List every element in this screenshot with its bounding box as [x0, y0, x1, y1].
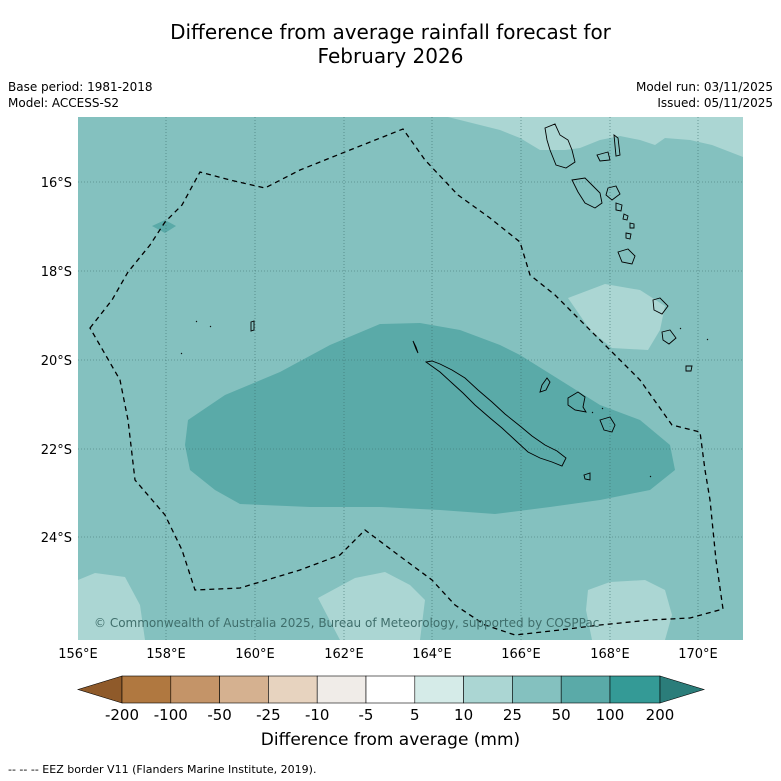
- eez-footnote: -- -- -- EEZ border V11 (Flanders Marine…: [8, 763, 317, 776]
- lat-label-22s: 22°S: [41, 443, 72, 458]
- land-outlines: [180, 123, 709, 481]
- island-chesterfield: [250, 320, 255, 332]
- latitude-labels: 16°S 18°S 20°S 22°S 24°S: [41, 176, 72, 546]
- map-area: © Commonwealth of Australia 2025, Bureau…: [78, 117, 743, 640]
- lat-label-16s: 16°S: [41, 176, 72, 191]
- model-run: Model run: 03/11/2025: [635, 80, 773, 94]
- island-shepherds: [622, 213, 629, 221]
- colorbar-bin-8: [463, 675, 513, 704]
- colorbar-bin-2: [170, 675, 220, 704]
- dark-region-central: [185, 323, 675, 514]
- title-line-1: Difference from average rainfall forecas…: [170, 20, 611, 44]
- colorbar-extend-low: [76, 675, 123, 704]
- island-matthew: [685, 365, 693, 372]
- colorbar-bin-11: [609, 675, 661, 704]
- colorbar-bin-6: [365, 675, 416, 704]
- light-patch-southwest: [78, 573, 145, 640]
- copyright-text: © Commonwealth of Australia 2025, Bureau…: [94, 616, 599, 630]
- lat-label-18s: 18°S: [41, 265, 72, 280]
- islet-2: [209, 325, 212, 328]
- colorbar-bin-10: [560, 675, 611, 704]
- cb-label-neg200: -200: [105, 706, 139, 724]
- island-lifou: [567, 391, 587, 413]
- islet-4: [649, 475, 652, 478]
- cb-label-25: 25: [503, 706, 522, 724]
- island-emae: [629, 222, 635, 229]
- colorbar-bin-4: [268, 675, 318, 704]
- light-patch-south: [318, 572, 425, 640]
- lon-label-168e: 168°E: [590, 647, 630, 662]
- light-patch-northeast: [448, 117, 743, 157]
- colorbar-bin-1: [121, 675, 172, 704]
- island-pines: [583, 472, 591, 481]
- colorbar-bin-5: [316, 675, 367, 704]
- island-malekula: [571, 177, 603, 209]
- lat-label-24s: 24°S: [41, 531, 72, 546]
- colorbar-bin-3: [219, 675, 269, 704]
- island-belep: [412, 340, 419, 354]
- cb-label-100: 100: [596, 706, 625, 724]
- island-epi: [615, 202, 623, 212]
- cb-label-neg100: -100: [154, 706, 188, 724]
- islet-7: [591, 411, 594, 414]
- eez-border: [89, 128, 724, 636]
- lat-label-20s: 20°S: [41, 354, 72, 369]
- island-maewo: [613, 134, 621, 157]
- light-patch-southeast: [586, 580, 672, 640]
- islet-5: [679, 327, 682, 330]
- colorbar-title: Difference from average (mm): [260, 730, 521, 750]
- cb-label-10: 10: [454, 706, 473, 724]
- islet-3: [180, 352, 183, 355]
- issued-date: Issued: 05/11/2025: [657, 96, 773, 110]
- title-line-2: February 2026: [317, 44, 464, 68]
- chart-title: Difference from average rainfall forecas…: [0, 20, 781, 68]
- islet-6: [706, 338, 709, 341]
- lon-label-156e: 156°E: [58, 647, 98, 662]
- island-aneityum: [661, 329, 677, 345]
- cb-label-neg50: -50: [207, 706, 232, 724]
- model-name: Model: ACCESS-S2: [8, 96, 120, 110]
- lon-label-164e: 164°E: [412, 647, 452, 662]
- colorbar: [76, 675, 706, 704]
- island-efate-small: [625, 232, 632, 240]
- colorbar-extend-high: [659, 675, 706, 704]
- island-tanna: [652, 297, 669, 315]
- dark-patch-northwest: [152, 220, 176, 233]
- island-erromango: [617, 248, 636, 265]
- island-maewo-small: [596, 151, 611, 162]
- islet-1: [195, 320, 198, 323]
- cb-label-50: 50: [552, 706, 571, 724]
- cb-label-5: 5: [410, 706, 420, 724]
- longitude-labels: 156°E 158°E 160°E 162°E 164°E 166°E 168°…: [58, 647, 718, 662]
- lon-label-170e: 170°E: [678, 647, 718, 662]
- lon-label-162e: 162°E: [324, 647, 364, 662]
- base-period: Base period: 1981-2018: [8, 80, 153, 94]
- cb-label-neg10: -10: [305, 706, 330, 724]
- island-grande-terre: [424, 360, 567, 467]
- light-patch-east: [568, 284, 665, 350]
- colorbar-bin-7: [414, 675, 464, 704]
- island-ambrym: [605, 185, 621, 201]
- lon-label-160e: 160°E: [235, 647, 275, 662]
- grid-lines: [78, 117, 743, 640]
- meta-right: Model run: 03/11/2025 Issued: 05/11/2025: [636, 79, 773, 111]
- meta-left: Base period: 1981-2018 Model: ACCESS-S2: [8, 79, 153, 111]
- island-espiritu-santo: [544, 123, 576, 169]
- lon-label-158e: 158°E: [146, 647, 186, 662]
- islet-8: [601, 407, 604, 410]
- cb-label-neg25: -25: [256, 706, 281, 724]
- lon-label-166e: 166°E: [501, 647, 541, 662]
- colorbar-labels: -200 -100 -50 -25 -10 -5 5 10 25 50 100 …: [105, 706, 674, 724]
- island-ouvea: [539, 377, 551, 393]
- cb-label-neg5: -5: [359, 706, 374, 724]
- colorbar-bin-9: [512, 675, 562, 704]
- island-mare: [599, 416, 616, 433]
- cb-label-200: 200: [646, 706, 675, 724]
